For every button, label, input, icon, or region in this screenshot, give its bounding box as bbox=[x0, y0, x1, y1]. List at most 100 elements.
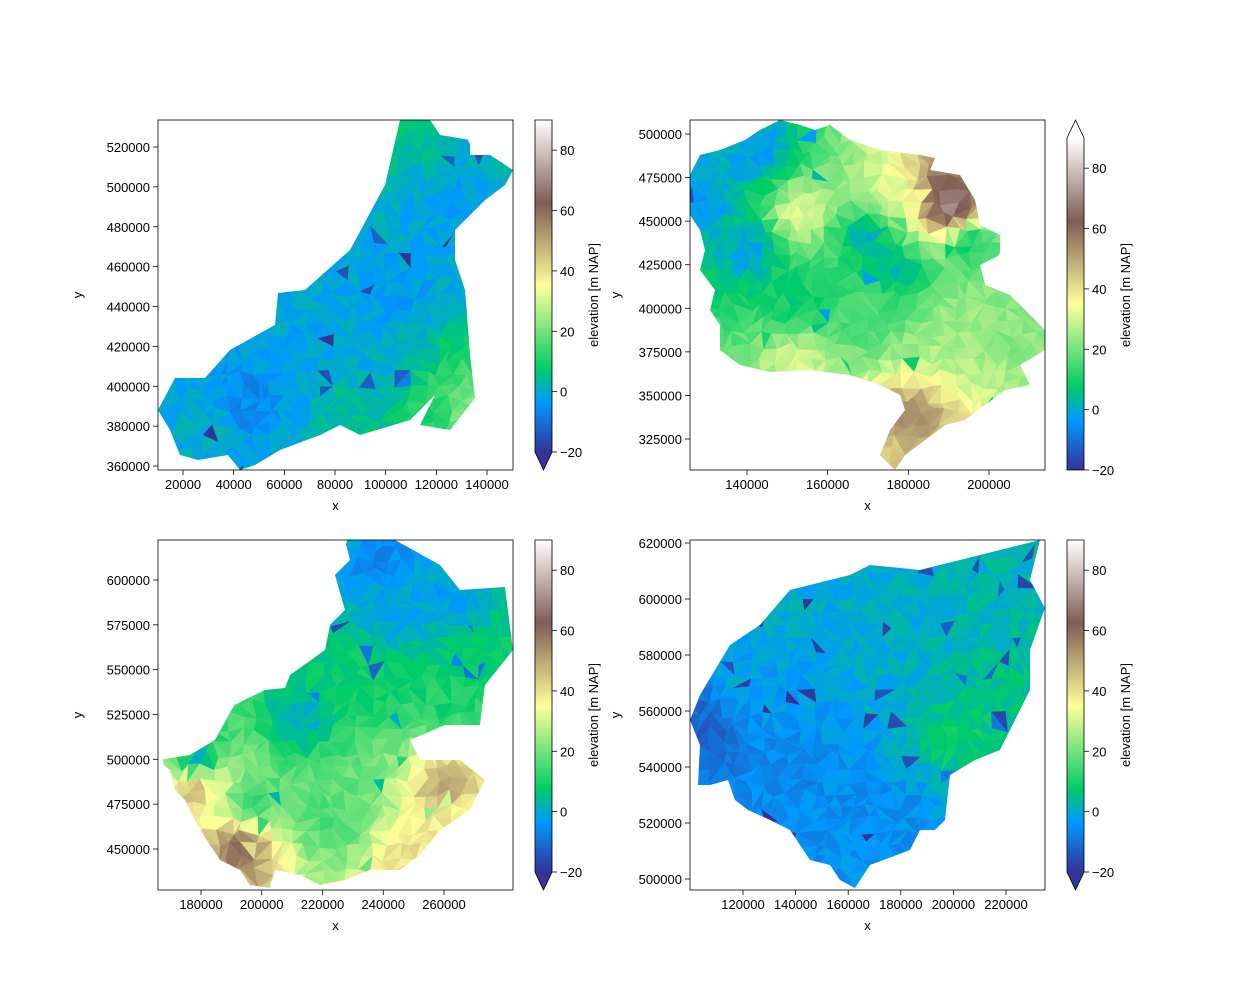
y-tick-label: 425000 bbox=[639, 258, 682, 273]
mesh-triangle bbox=[894, 557, 909, 574]
mesh-triangle bbox=[690, 213, 699, 236]
x-tick-label: 60000 bbox=[266, 477, 302, 492]
mesh-triangle bbox=[165, 427, 175, 441]
mesh-triangle bbox=[491, 568, 506, 591]
mesh-triangle bbox=[472, 375, 491, 391]
mesh-triangle bbox=[928, 149, 943, 167]
mesh-triangle bbox=[412, 422, 426, 443]
colorbar-tick-label: −20 bbox=[1092, 865, 1114, 880]
mesh-triangle bbox=[158, 412, 161, 431]
colorbar-gradient bbox=[535, 120, 552, 452]
mesh-triangle bbox=[199, 730, 216, 742]
mesh-triangle bbox=[452, 723, 463, 744]
mesh-triangle bbox=[485, 675, 499, 695]
colorbar-tick-label: 60 bbox=[560, 204, 574, 219]
mesh-triangle bbox=[971, 413, 985, 430]
mesh-triangle bbox=[876, 385, 893, 403]
mesh-triangle bbox=[1007, 729, 1024, 739]
colorbar-tick-label: 40 bbox=[560, 684, 574, 699]
axes-frame bbox=[157, 539, 514, 891]
colorbar-extend-min-triangle bbox=[1067, 872, 1084, 890]
colorbar-extend-min-triangle bbox=[535, 452, 552, 470]
mesh-triangle bbox=[900, 137, 918, 155]
colorbar-tick-label: 60 bbox=[1092, 222, 1106, 237]
y-tick-label: 500000 bbox=[639, 872, 682, 887]
mesh-triangle bbox=[969, 177, 984, 194]
colorbar-tick-label: −20 bbox=[1092, 463, 1114, 478]
y-tick-label: 500000 bbox=[639, 127, 682, 142]
colorbar-outline bbox=[1066, 119, 1085, 471]
mesh-triangle bbox=[878, 409, 896, 427]
mesh-triangle bbox=[786, 369, 804, 391]
mesh-triangle bbox=[751, 613, 766, 628]
colorbar-tick-label: 40 bbox=[1092, 684, 1106, 699]
mesh-triangle bbox=[707, 331, 725, 349]
mesh-triangle bbox=[448, 422, 467, 441]
y-axis-label: y bbox=[70, 291, 85, 298]
tripcolor-mesh bbox=[161, 540, 513, 889]
mesh-triangle bbox=[953, 162, 975, 178]
y-tick-label: 580000 bbox=[639, 648, 682, 663]
mesh-triangle bbox=[358, 869, 371, 889]
mesh-triangle bbox=[214, 710, 229, 733]
mesh-triangle bbox=[939, 549, 954, 565]
mesh-triangle bbox=[407, 736, 429, 758]
y-tick-label: 350000 bbox=[639, 388, 682, 403]
x-tick-label: 80000 bbox=[317, 477, 353, 492]
y-tick-label: 380000 bbox=[107, 419, 150, 434]
colorbar: −20 0 20 40 60 80 elevation [m NAP] bbox=[1066, 539, 1133, 891]
mesh-triangle bbox=[270, 881, 284, 889]
y-tick-label: 375000 bbox=[639, 345, 682, 360]
mesh-triangle bbox=[421, 842, 436, 862]
x-tick-label: 120000 bbox=[415, 477, 458, 492]
mesh-triangle bbox=[383, 149, 399, 169]
mesh-triangle bbox=[928, 435, 947, 450]
mesh-triangle bbox=[461, 213, 479, 234]
mesh-triangle bbox=[436, 829, 452, 846]
mesh-triangle bbox=[697, 135, 709, 156]
mesh-triangle bbox=[979, 395, 994, 411]
mesh-triangle bbox=[940, 816, 960, 837]
mesh-triangle bbox=[969, 178, 985, 193]
mesh-triangle bbox=[929, 435, 943, 454]
y-axis-label: y bbox=[608, 291, 623, 298]
colorbar-gradient bbox=[535, 540, 552, 872]
mesh-triangle bbox=[421, 842, 440, 862]
y-tick-label: 480000 bbox=[107, 220, 150, 235]
mesh-triangle bbox=[465, 135, 474, 157]
y-tick-label: 420000 bbox=[107, 339, 150, 354]
mesh-triangle bbox=[785, 368, 804, 391]
colorbar-tick-label: 40 bbox=[1092, 282, 1106, 297]
mesh-triangle bbox=[705, 654, 722, 664]
mesh-triangle bbox=[690, 729, 699, 745]
mesh-triangle bbox=[1018, 540, 1039, 544]
y-tick-label: 450000 bbox=[107, 842, 150, 857]
mesh-triangle bbox=[690, 166, 695, 182]
mesh-triangle bbox=[459, 757, 479, 767]
mesh-triangle bbox=[1030, 637, 1045, 653]
mesh-triangle bbox=[472, 384, 491, 402]
axes-frame bbox=[157, 119, 514, 471]
mesh-triangle bbox=[436, 829, 452, 843]
x-tick-label: 220000 bbox=[301, 897, 344, 912]
mesh-triangle bbox=[226, 691, 240, 707]
mesh-triangle bbox=[842, 558, 853, 577]
colorbar-tick-label: 20 bbox=[560, 324, 574, 339]
tripcolor-mesh bbox=[690, 540, 1045, 888]
mesh-triangle bbox=[697, 135, 713, 155]
x-tick-label: 180000 bbox=[887, 477, 930, 492]
mesh-triangle bbox=[189, 828, 203, 843]
tripcolor-mesh bbox=[690, 120, 1046, 470]
mesh-triangle bbox=[994, 540, 1011, 552]
x-tick-label: 160000 bbox=[827, 897, 870, 912]
mesh-triangle bbox=[941, 804, 959, 819]
tripcolor-mesh bbox=[158, 120, 513, 470]
x-tick-label: 120000 bbox=[721, 897, 764, 912]
mesh-triangle bbox=[851, 126, 866, 143]
x-tick-label: 160000 bbox=[806, 477, 849, 492]
y-tick-label: 550000 bbox=[107, 663, 150, 678]
colorbar-tick-label: 80 bbox=[560, 563, 574, 578]
mesh-triangle bbox=[708, 782, 725, 798]
x-axis-label: x bbox=[332, 498, 339, 513]
y-tick-label: 500000 bbox=[107, 752, 150, 767]
